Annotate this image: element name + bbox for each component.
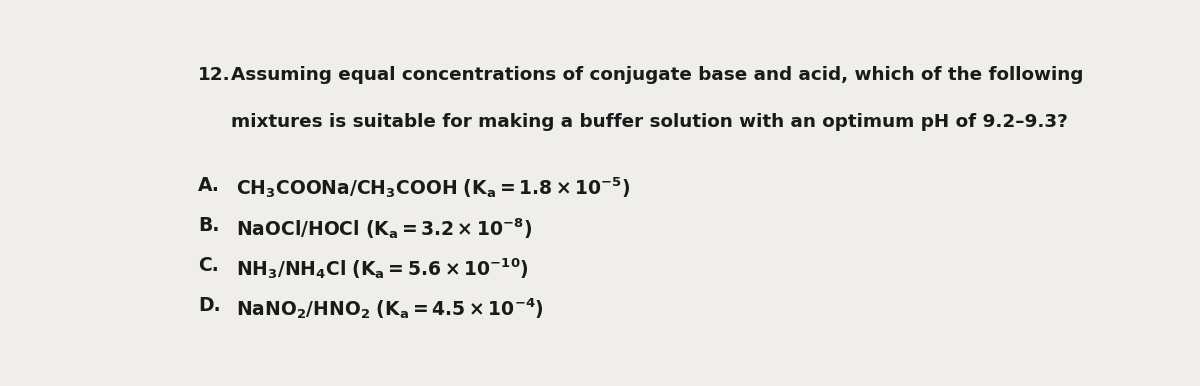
Text: 12.: 12.	[198, 66, 230, 84]
Text: A.: A.	[198, 176, 221, 195]
Text: $\mathbf{NH_3 / NH_4Cl\ (K_a = 5.6 \times 10^{-10})}$: $\mathbf{NH_3 / NH_4Cl\ (K_a = 5.6 \time…	[235, 256, 528, 281]
Text: $\mathbf{NaNO_2 / HNO_2\ (K_a = 4.5 \times 10^{-4})}$: $\mathbf{NaNO_2 / HNO_2\ (K_a = 4.5 \tim…	[235, 296, 544, 321]
Text: $\mathbf{NaOCl / HOCl\ (K_a = 3.2 \times 10^{-8})}$: $\mathbf{NaOCl / HOCl\ (K_a = 3.2 \times…	[235, 216, 532, 240]
Text: D.: D.	[198, 296, 221, 315]
Text: C.: C.	[198, 256, 220, 275]
Text: Assuming equal concentrations of conjugate base and acid, which of the following: Assuming equal concentrations of conjuga…	[230, 66, 1084, 84]
Text: B.: B.	[198, 216, 220, 235]
Text: $\mathbf{CH_3COONa / CH_3COOH\ (K_a = 1.8 \times 10^{-5})}$: $\mathbf{CH_3COONa / CH_3COOH\ (K_a = 1.…	[235, 176, 630, 200]
Text: mixtures is suitable for making a buffer solution with an optimum pH of 9.2–9.3?: mixtures is suitable for making a buffer…	[230, 113, 1068, 131]
